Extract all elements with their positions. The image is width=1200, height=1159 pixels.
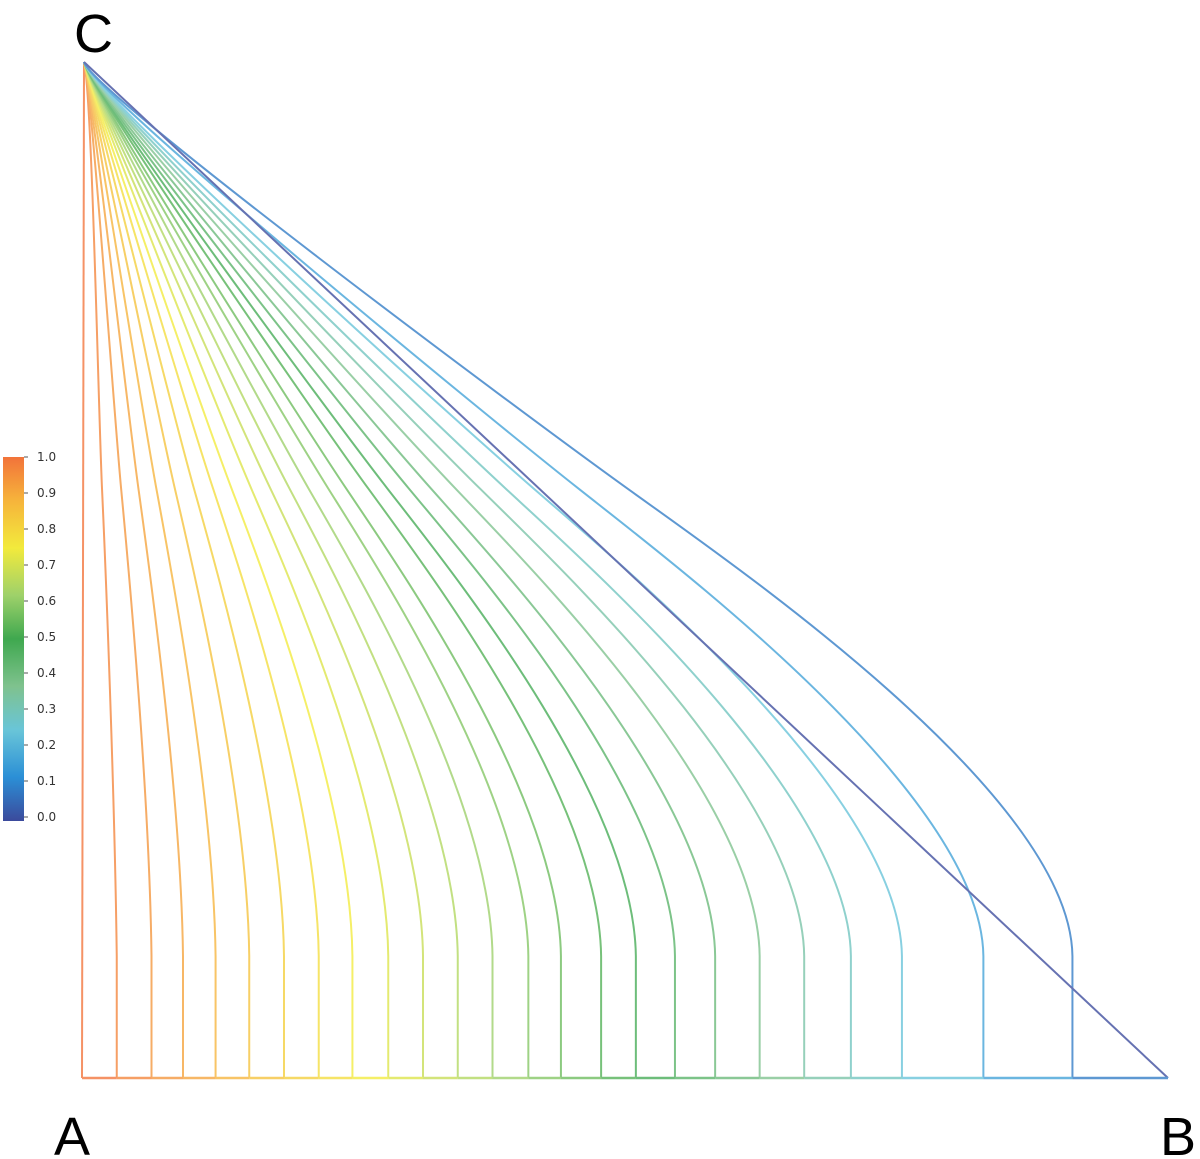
contour-line <box>83 61 184 1078</box>
colorbar-tick-label: 0.1 <box>37 774 56 788</box>
contour-line <box>83 61 118 1078</box>
contour-line <box>83 61 217 1078</box>
colorbar-tick-label: 0.4 <box>37 666 56 680</box>
contour-line <box>83 61 852 1078</box>
contour-line <box>83 61 603 1078</box>
vertex-label-a: A <box>54 1107 90 1159</box>
contour-line <box>83 61 320 1078</box>
contour-line <box>83 61 806 1078</box>
colorbar-tick-label: 0.2 <box>37 738 56 752</box>
contour-line <box>83 61 637 1078</box>
colorbar-tick-label: 0.9 <box>37 486 56 500</box>
contour-line <box>83 61 1169 1079</box>
colorbar-tick-label: 0.6 <box>37 594 56 608</box>
vertex-label-c: C <box>74 4 113 64</box>
contour-line <box>83 61 390 1078</box>
contour-lines <box>81 61 1169 1080</box>
contour-line <box>83 61 425 1078</box>
vertex-label-b: B <box>1160 1107 1196 1159</box>
colorbar-tick-label: 0.8 <box>37 522 56 536</box>
colorbar-tick-label: 1.0 <box>37 450 56 464</box>
colorbar-tick-label: 0.7 <box>37 558 56 572</box>
contour-line <box>83 61 251 1078</box>
colorbar: 1.0 0.9 0.8 0.7 0.6 0.5 0.4 0.3 0.2 0.1 0.0 <box>3 450 56 824</box>
contour-line <box>83 61 676 1078</box>
contour-line <box>83 61 494 1078</box>
contour-line <box>81 61 85 1079</box>
contour-line <box>83 61 285 1078</box>
contour-line <box>83 61 761 1078</box>
colorbar-tick-label: 0.5 <box>37 630 56 644</box>
contour-line <box>83 61 153 1078</box>
contour-line <box>83 61 354 1078</box>
contour-line <box>83 61 1074 1078</box>
contour-line <box>83 61 985 1078</box>
contour-line <box>83 61 530 1078</box>
contour-line <box>83 61 562 1078</box>
contour-line <box>83 61 717 1078</box>
colorbar-ticks: 1.0 0.9 0.8 0.7 0.6 0.5 0.4 0.3 0.2 0.1 0.0 <box>24 450 56 824</box>
colorbar-tick-label: 0.0 <box>37 810 56 824</box>
colorbar-tick-label: 0.3 <box>37 702 56 716</box>
contour-line <box>83 61 459 1078</box>
contour-line <box>83 61 903 1078</box>
colorbar-gradient <box>3 457 24 821</box>
